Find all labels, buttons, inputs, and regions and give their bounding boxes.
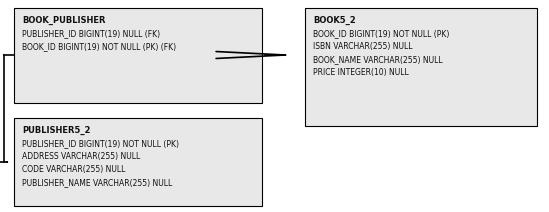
Text: ADDRESS VARCHAR(255) NULL: ADDRESS VARCHAR(255) NULL [22, 152, 140, 161]
Text: BOOK5_2: BOOK5_2 [313, 16, 356, 25]
Text: PRICE INTEGER(10) NULL: PRICE INTEGER(10) NULL [313, 68, 409, 77]
Text: BOOK_NAME VARCHAR(255) NULL: BOOK_NAME VARCHAR(255) NULL [313, 55, 442, 64]
Text: PUBLISHER_NAME VARCHAR(255) NULL: PUBLISHER_NAME VARCHAR(255) NULL [22, 178, 172, 187]
Text: ISBN VARCHAR(255) NULL: ISBN VARCHAR(255) NULL [313, 42, 412, 51]
Text: BOOK_ID BIGINT(19) NOT NULL (PK) (FK): BOOK_ID BIGINT(19) NOT NULL (PK) (FK) [22, 42, 176, 51]
Bar [14, 118, 262, 206]
Text: BOOK_ID BIGINT(19) NOT NULL (PK): BOOK_ID BIGINT(19) NOT NULL (PK) [313, 29, 450, 38]
Text: PUBLISHER_ID BIGINT(19) NOT NULL (PK): PUBLISHER_ID BIGINT(19) NOT NULL (PK) [22, 139, 179, 148]
Text: BOOK_PUBLISHER: BOOK_PUBLISHER [22, 16, 105, 25]
Text: PUBLISHER_ID BIGINT(19) NULL (FK): PUBLISHER_ID BIGINT(19) NULL (FK) [22, 29, 160, 38]
Bar [14, 8, 262, 103]
Text: CODE VARCHAR(255) NULL: CODE VARCHAR(255) NULL [22, 165, 125, 174]
Text: PUBLISHER5_2: PUBLISHER5_2 [22, 126, 91, 135]
Bar [305, 8, 537, 126]
